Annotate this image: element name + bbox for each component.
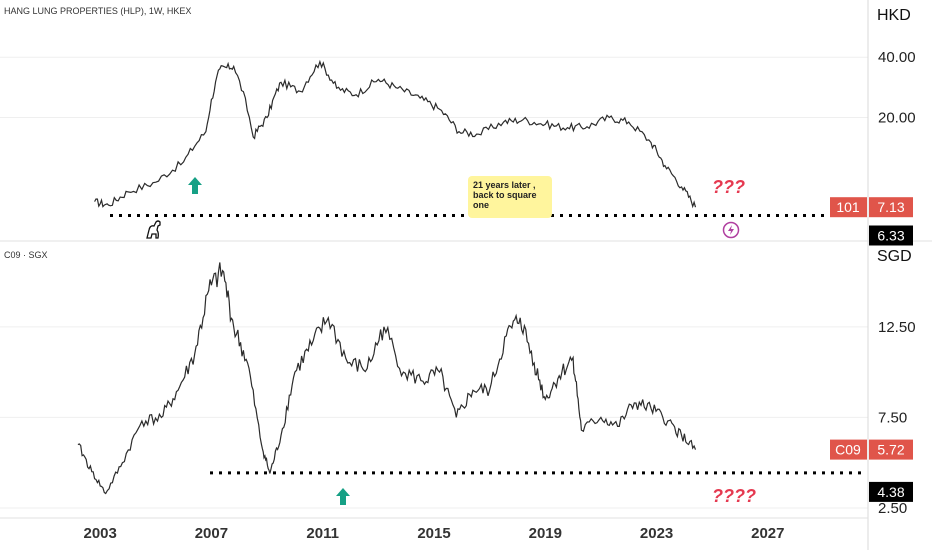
dino-icon[interactable] [146, 220, 161, 239]
annotation-note[interactable]: 21 years later , back to square one [468, 176, 552, 218]
pane1-currency: HKD [877, 7, 911, 24]
pane1-y-tick: 40.00 [878, 49, 916, 66]
x-axis: 2003 2007 2011 2015 2019 2023 2027 [84, 525, 785, 542]
pane1-level-price: 6.33 [877, 228, 904, 244]
pane2-level-price: 4.38 [877, 484, 904, 500]
pane2-y-tick: 12.50 [878, 319, 916, 336]
pane2-symbol-label: C09 [835, 442, 861, 458]
pane1-symbol-label: 101 [836, 199, 860, 215]
up-arrow-icon [336, 488, 350, 505]
pane2-current-badge: C09 5.72 4.38 [830, 439, 913, 502]
x-tick: 2019 [529, 525, 562, 542]
pane1-y-tick: 20.00 [878, 110, 916, 127]
pane1-current-badge: 101 7.13 6.33 [830, 197, 913, 246]
pane2-question-marks: ???? [712, 486, 756, 506]
pane1-title: HANG LUNG PROPERTIES (HLP), 1W, HKEX [4, 6, 191, 16]
x-tick: 2027 [751, 525, 784, 542]
pane2-y-tick: 2.50 [878, 500, 907, 517]
x-tick: 2023 [640, 525, 673, 542]
pane1-current-price: 7.13 [877, 199, 904, 215]
series-line-c09 [77, 262, 697, 495]
x-tick: 2003 [84, 525, 117, 542]
lightning-icon[interactable] [722, 221, 740, 239]
pane2-current-price: 5.72 [877, 442, 904, 458]
x-tick: 2015 [417, 525, 450, 542]
pane2-title: C09 · SGX [4, 250, 48, 260]
pane2-currency: SGD [877, 248, 912, 265]
up-arrow-icon [188, 177, 202, 194]
x-tick: 2011 [306, 525, 339, 542]
pane1-question-marks: ??? [712, 177, 745, 197]
pane2-y-tick: 7.50 [878, 409, 907, 426]
series-line-101 [94, 59, 697, 209]
x-tick: 2007 [195, 525, 228, 542]
